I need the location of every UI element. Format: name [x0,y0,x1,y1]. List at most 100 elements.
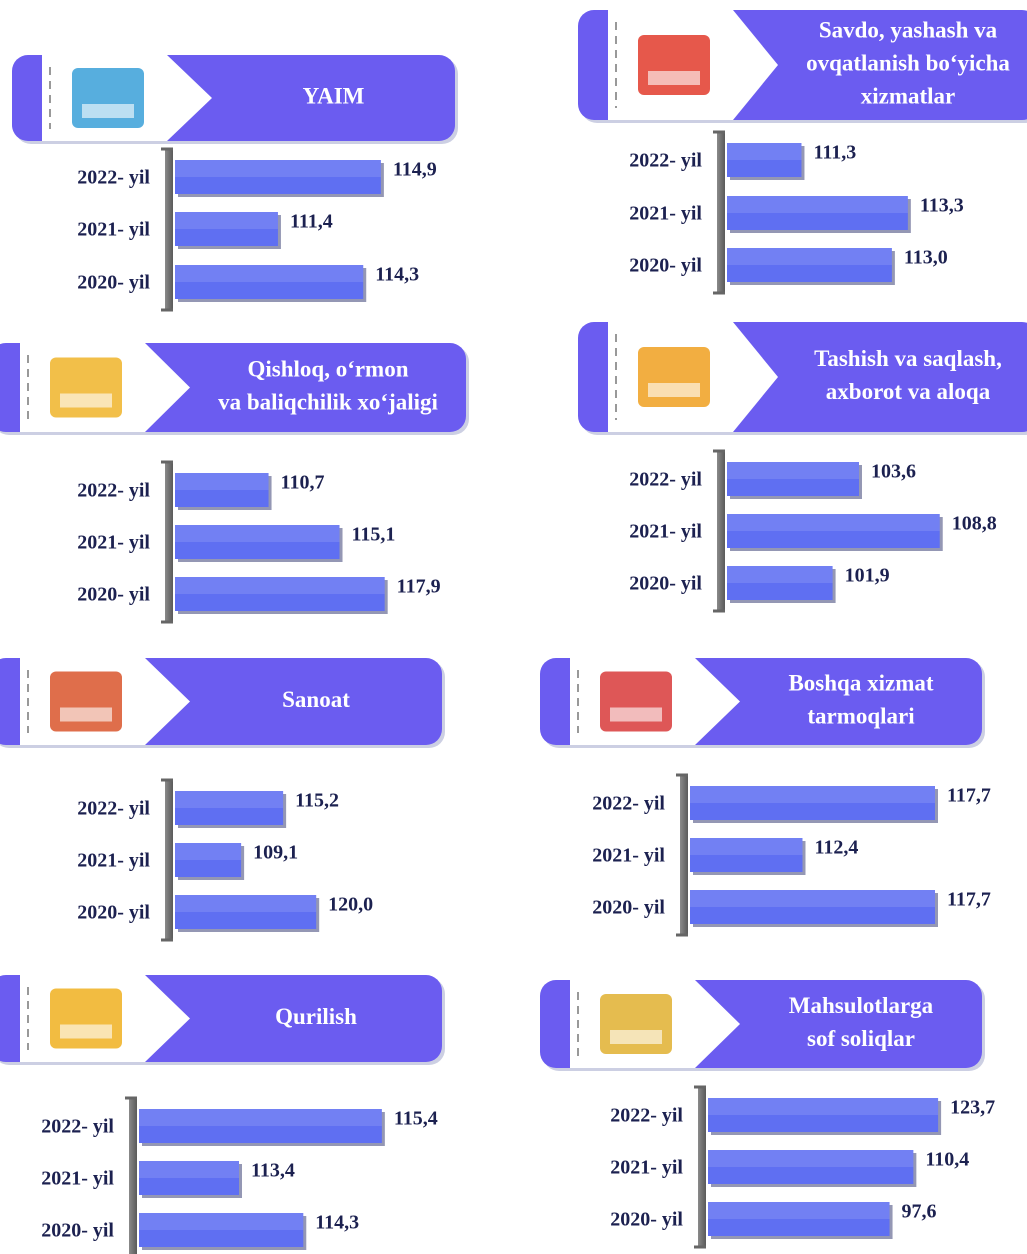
icon-detail [60,1025,112,1039]
bar-shine [727,248,892,265]
header-title: Savdo, yashash va [819,17,998,42]
value-label: 109,1 [253,842,298,864]
bar-shine [175,895,316,912]
category-label: 2022- yil [77,480,150,502]
category-label: 2022- yil [629,150,702,172]
axis-line [717,451,725,611]
bar-shine [727,462,859,479]
bar-shine [139,1161,239,1178]
axis-line [680,775,688,935]
bar-shine [690,786,935,803]
bar-shine [175,577,385,594]
value-label: 117,7 [947,785,991,807]
axis-line [165,780,173,940]
icon [638,35,710,95]
value-label: 120,0 [328,894,373,916]
icon-detail [82,104,134,118]
header-title: Boshqa xizmat [788,670,933,695]
header-title: Qurilish [275,1004,357,1029]
category-label: 2020- yil [77,584,150,606]
category-label: 2022- yil [77,798,150,820]
value-label: 117,7 [947,889,991,911]
axis-line [129,1098,137,1254]
value-label: 111,4 [290,211,333,233]
header-title: Tashish va saqlash, [814,346,1002,371]
value-label: 97,6 [902,1201,937,1223]
value-label: 114,9 [393,159,437,181]
header-title: va baliqchilik xo‘jaligi [218,389,438,414]
category-label: 2020- yil [629,573,702,595]
value-label: 108,8 [952,513,997,535]
category-label: 2022- yil [41,1116,114,1138]
category-label: 2020- yil [592,897,665,919]
icon [638,347,710,407]
value-label: 110,7 [281,472,325,494]
category-label: 2021- yil [41,1168,114,1190]
header-title: axborot va aloqa [826,379,991,404]
bar-shine [175,160,381,177]
value-label: 114,3 [315,1212,359,1234]
category-label: 2022- yil [610,1105,683,1127]
value-label: 123,7 [950,1097,995,1119]
header-title: Sanoat [282,687,350,712]
value-label: 111,3 [813,142,856,164]
icon-detail [60,708,112,722]
value-label: 101,9 [845,565,890,587]
bar-shine [139,1109,382,1126]
header-title: xizmatlar [861,83,956,108]
bar-shine [708,1150,913,1167]
category-label: 2020- yil [77,272,150,294]
value-label: 103,6 [871,461,916,483]
bar-shine [175,473,269,490]
header-title: sof soliqlar [807,1026,915,1051]
category-label: 2021- yil [77,532,150,554]
value-label: 112,4 [815,837,859,859]
bar-shine [727,514,940,531]
value-label: 110,4 [925,1149,969,1171]
bar-shine [175,525,340,542]
icon-detail [610,708,662,722]
value-label: 113,0 [904,247,948,269]
axis-line [165,462,173,622]
axis-line [165,149,173,310]
category-label: 2022- yil [629,469,702,491]
header-title: Mahsulotlarga [789,993,934,1018]
category-label: 2020- yil [629,255,702,277]
category-label: 2021- yil [610,1157,683,1179]
category-label: 2022- yil [592,793,665,815]
value-label: 117,9 [397,576,441,598]
icon-detail [60,394,112,408]
category-label: 2020- yil [77,902,150,924]
value-label: 115,2 [295,790,339,812]
value-label: 115,1 [352,524,396,546]
bar-shine [175,212,278,229]
icon [72,68,144,128]
value-label: 113,4 [251,1160,295,1182]
category-label: 2021- yil [629,521,702,543]
value-label: 114,3 [375,264,419,286]
category-label: 2022- yil [77,167,150,189]
icon [600,994,672,1054]
icon [50,672,122,732]
bar-shine [139,1213,303,1230]
bar-shine [175,265,363,282]
category-label: 2021- yil [77,219,150,241]
bar-shine [727,196,908,213]
category-label: 2021- yil [629,203,702,225]
bar-shine [708,1202,890,1219]
icon-detail [648,71,700,85]
icon [50,989,122,1049]
infographic: YAIM 114,9 2022- yil 111,4 2021- yil 114,3 202… [0,0,1027,1254]
icon [50,358,122,418]
value-label: 113,3 [920,195,964,217]
category-label: 2020- yil [41,1220,114,1242]
icon [600,672,672,732]
header-title: YAIM [303,83,365,108]
bar-shine [708,1098,938,1115]
bar-shine [175,791,283,808]
icon-detail [610,1030,662,1044]
bar-shine [727,143,801,160]
category-label: 2021- yil [592,845,665,867]
value-label: 115,4 [394,1108,438,1130]
bar-shine [690,838,803,855]
